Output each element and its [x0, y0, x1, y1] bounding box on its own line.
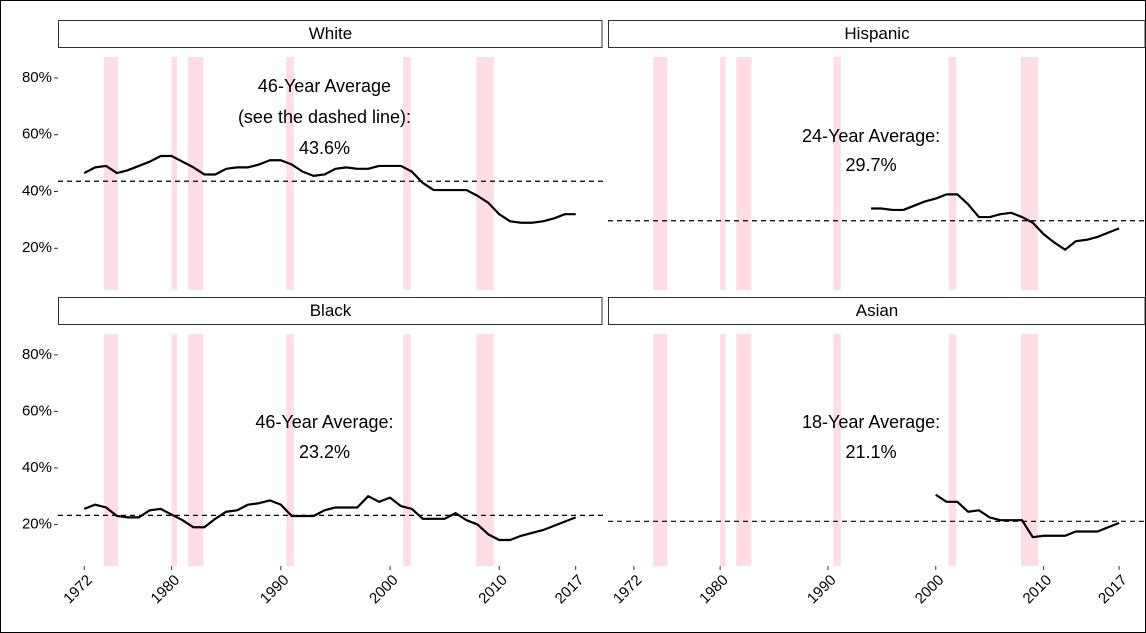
- strip-label: Black: [310, 301, 352, 320]
- recession-band: [833, 57, 841, 290]
- recession-band: [653, 334, 668, 566]
- recession-band: [1020, 334, 1039, 566]
- recession-band: [103, 57, 119, 290]
- recession-band: [948, 57, 957, 290]
- y-tick-label: 80%: [22, 69, 52, 86]
- data-line: [83, 495, 577, 542]
- strip-label: Asian: [856, 301, 899, 320]
- recession-band: [187, 334, 204, 566]
- recession-band: [171, 57, 178, 290]
- recession-band: [476, 334, 494, 566]
- annotation: 46-Year Average:: [255, 412, 393, 432]
- average-label: 23.2%: [299, 442, 350, 462]
- recession-band: [187, 57, 204, 290]
- recession-band: [103, 334, 119, 566]
- annotation: 18-Year Average:: [802, 412, 940, 432]
- recession-band: [171, 334, 178, 566]
- y-tick-label: 20%: [22, 515, 52, 532]
- recession-band: [476, 57, 494, 290]
- recession-band: [736, 334, 752, 566]
- recession-band: [833, 334, 841, 566]
- data-line: [83, 154, 576, 224]
- annotation: (see the dashed line):: [238, 107, 411, 127]
- y-tick-label: 20%: [22, 239, 52, 256]
- strip: [608, 20, 1146, 48]
- recession-band: [720, 57, 726, 290]
- recession-band: [948, 334, 957, 566]
- recession-band: [720, 334, 726, 566]
- recession-band: [736, 57, 752, 290]
- average-label: 21.1%: [846, 442, 897, 462]
- annotation: 46-Year Average: [258, 76, 391, 96]
- strip-label: White: [309, 24, 352, 43]
- y-tick-label: 60%: [22, 126, 52, 143]
- annotation: 24-Year Average:: [802, 126, 940, 146]
- strip: [608, 297, 1146, 325]
- y-tick-label: 80%: [22, 346, 52, 363]
- recession-band: [403, 334, 411, 566]
- y-tick-label: 40%: [22, 459, 52, 476]
- average-label: 43.6%: [299, 138, 350, 158]
- recession-band: [286, 57, 294, 290]
- data-line: [935, 493, 1120, 539]
- recession-band: [1020, 57, 1039, 290]
- recession-band: [403, 57, 411, 290]
- strip-label: Hispanic: [844, 24, 910, 43]
- y-tick-label: 40%: [22, 182, 52, 199]
- strip: [58, 297, 603, 325]
- data-line: [871, 193, 1120, 251]
- average-label: 29.7%: [846, 155, 897, 175]
- recession-band: [653, 57, 668, 290]
- recession-band: [286, 334, 294, 566]
- strip: [58, 20, 603, 48]
- y-tick-label: 60%: [22, 402, 52, 419]
